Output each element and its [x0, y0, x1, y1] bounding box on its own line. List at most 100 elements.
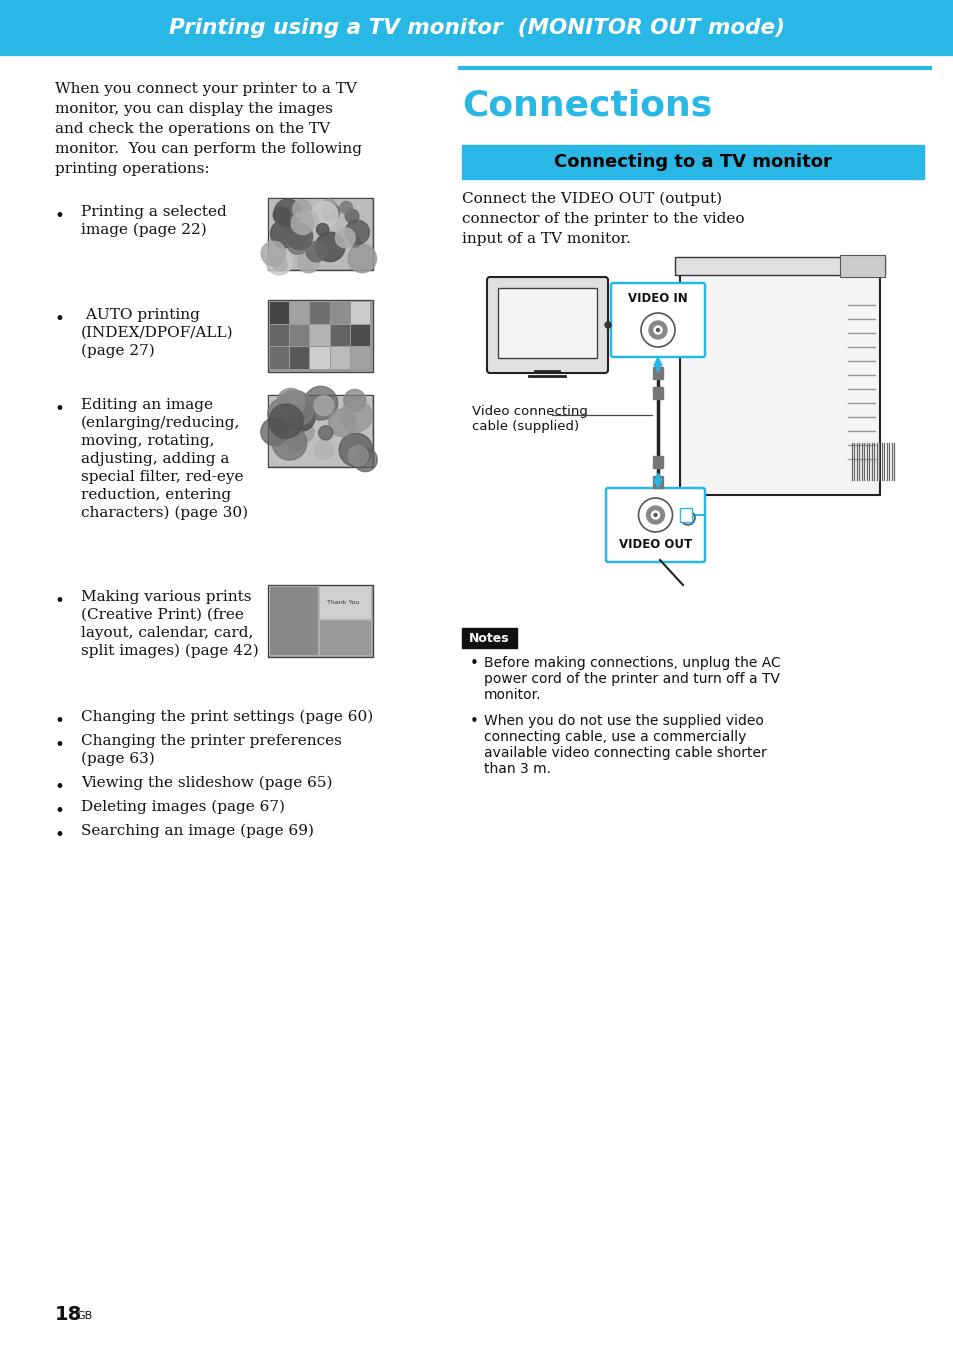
Circle shape: [680, 511, 695, 525]
Text: •: •: [55, 779, 65, 796]
Text: characters) (page 30): characters) (page 30): [81, 506, 248, 521]
Bar: [310, 301, 329, 323]
Text: connecting cable, use a commercially: connecting cable, use a commercially: [483, 730, 745, 744]
Bar: [461, 145, 923, 178]
Circle shape: [348, 245, 376, 273]
Circle shape: [268, 399, 299, 430]
Bar: [497, 288, 597, 358]
Circle shape: [654, 514, 657, 516]
Circle shape: [314, 441, 334, 460]
Text: Changing the print settings (page 60): Changing the print settings (page 60): [81, 710, 373, 725]
Bar: [652, 476, 662, 488]
Circle shape: [277, 391, 314, 427]
Circle shape: [656, 329, 659, 331]
Circle shape: [315, 233, 344, 261]
Text: •: •: [55, 737, 65, 754]
Circle shape: [276, 391, 311, 425]
Circle shape: [293, 422, 314, 442]
Text: 18: 18: [55, 1306, 82, 1325]
Circle shape: [314, 396, 334, 415]
Text: (page 63): (page 63): [81, 752, 154, 767]
Circle shape: [266, 249, 292, 274]
Circle shape: [654, 326, 661, 334]
Text: (INDEX/DPOF/ALL): (INDEX/DPOF/ALL): [81, 326, 233, 339]
Text: monitor.: monitor.: [483, 688, 541, 702]
Bar: [270, 347, 289, 369]
Circle shape: [286, 223, 313, 250]
Text: Before making connections, unplug the AC: Before making connections, unplug the AC: [483, 656, 780, 671]
Text: Notes: Notes: [468, 631, 509, 645]
Circle shape: [349, 237, 360, 247]
Bar: [652, 387, 662, 399]
Text: GB: GB: [76, 1311, 92, 1321]
Circle shape: [353, 448, 376, 472]
Bar: [652, 366, 662, 379]
Bar: [679, 508, 691, 522]
Circle shape: [638, 498, 672, 531]
Bar: [270, 587, 317, 654]
Text: Viewing the slideshow (page 65): Viewing the slideshow (page 65): [81, 776, 333, 791]
Circle shape: [273, 207, 290, 223]
Text: Searching an image (page 69): Searching an image (page 69): [81, 823, 314, 838]
Bar: [290, 301, 309, 323]
Circle shape: [276, 388, 305, 416]
Text: •: •: [55, 713, 65, 730]
Circle shape: [328, 410, 355, 437]
Bar: [290, 324, 309, 346]
Text: image (page 22): image (page 22): [81, 223, 207, 238]
Circle shape: [293, 200, 311, 219]
Circle shape: [272, 426, 307, 460]
Bar: [351, 324, 370, 346]
Text: connector of the printer to the video: connector of the printer to the video: [461, 212, 743, 226]
Bar: [351, 347, 370, 369]
Circle shape: [287, 433, 305, 450]
Text: moving, rotating,: moving, rotating,: [81, 434, 214, 448]
Circle shape: [335, 228, 355, 247]
Text: split images) (page 42): split images) (page 42): [81, 644, 258, 658]
Text: •: •: [470, 714, 478, 729]
Bar: [268, 197, 373, 270]
Text: •: •: [55, 402, 65, 418]
Text: power cord of the printer and turn off a TV: power cord of the printer and turn off a…: [483, 672, 780, 685]
Text: layout, calendar, card,: layout, calendar, card,: [81, 626, 253, 639]
Text: When you do not use the supplied video: When you do not use the supplied video: [483, 714, 763, 727]
Bar: [269, 396, 372, 466]
Text: (Creative Print) (free: (Creative Print) (free: [81, 608, 244, 622]
Text: special filter, red-eye: special filter, red-eye: [81, 470, 243, 484]
Bar: [270, 301, 289, 323]
FancyBboxPatch shape: [486, 277, 607, 373]
Circle shape: [338, 433, 372, 466]
Circle shape: [343, 389, 365, 411]
Text: AUTO printing: AUTO printing: [81, 308, 200, 322]
Circle shape: [306, 242, 326, 262]
Bar: [319, 621, 371, 654]
Circle shape: [345, 220, 369, 245]
Text: (page 27): (page 27): [81, 343, 154, 358]
Text: •: •: [55, 311, 65, 329]
Circle shape: [301, 211, 318, 228]
Circle shape: [345, 210, 358, 223]
Text: available video connecting cable shorter: available video connecting cable shorter: [483, 746, 766, 760]
Circle shape: [271, 219, 298, 247]
Text: Thank You: Thank You: [327, 600, 359, 606]
Text: When you connect your printer to a TV
monitor, you can display the images
and ch: When you connect your printer to a TV mo…: [55, 82, 361, 176]
Circle shape: [322, 203, 339, 220]
Circle shape: [297, 251, 319, 273]
Text: VIDEO IN: VIDEO IN: [627, 292, 687, 304]
Circle shape: [646, 506, 664, 525]
Circle shape: [318, 426, 333, 439]
Bar: [268, 300, 373, 372]
Text: Making various prints: Making various prints: [81, 589, 252, 604]
Circle shape: [294, 227, 310, 243]
Text: Connections: Connections: [461, 88, 712, 122]
Circle shape: [273, 257, 287, 272]
Bar: [331, 347, 350, 369]
Bar: [351, 301, 370, 323]
Bar: [310, 324, 329, 346]
Bar: [679, 265, 879, 495]
Circle shape: [316, 223, 329, 235]
Text: reduction, entering: reduction, entering: [81, 488, 231, 502]
Text: •: •: [470, 656, 478, 671]
Text: Video connecting
cable (supplied): Video connecting cable (supplied): [472, 406, 587, 433]
Bar: [0, 0, 953, 55]
